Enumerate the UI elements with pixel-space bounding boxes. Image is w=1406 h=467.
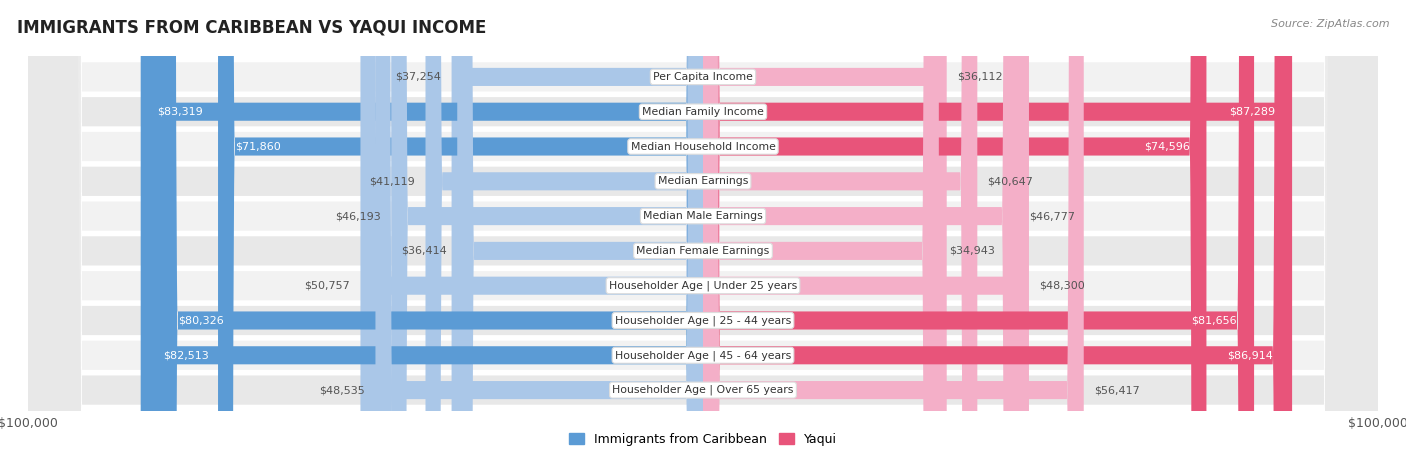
FancyBboxPatch shape <box>28 0 1378 467</box>
Text: $36,414: $36,414 <box>401 246 447 256</box>
Text: $83,319: $83,319 <box>157 107 204 117</box>
Text: $48,535: $48,535 <box>319 385 366 395</box>
FancyBboxPatch shape <box>360 0 703 467</box>
FancyBboxPatch shape <box>703 0 1084 467</box>
FancyBboxPatch shape <box>375 0 703 467</box>
Text: $50,757: $50,757 <box>305 281 350 290</box>
FancyBboxPatch shape <box>28 0 1378 467</box>
FancyBboxPatch shape <box>457 0 703 467</box>
FancyBboxPatch shape <box>28 0 1378 467</box>
Text: $56,417: $56,417 <box>1094 385 1140 395</box>
Text: $81,656: $81,656 <box>1191 316 1237 325</box>
FancyBboxPatch shape <box>28 0 1378 467</box>
Text: $71,860: $71,860 <box>235 142 281 151</box>
Text: $80,326: $80,326 <box>177 316 224 325</box>
Text: $86,914: $86,914 <box>1227 350 1272 360</box>
Text: Median Household Income: Median Household Income <box>630 142 776 151</box>
Text: Householder Age | Under 25 years: Householder Age | Under 25 years <box>609 281 797 291</box>
FancyBboxPatch shape <box>426 0 703 467</box>
Text: $46,193: $46,193 <box>336 211 381 221</box>
Text: $40,647: $40,647 <box>987 177 1033 186</box>
FancyBboxPatch shape <box>451 0 703 467</box>
FancyBboxPatch shape <box>28 0 1378 467</box>
FancyBboxPatch shape <box>703 0 939 467</box>
FancyBboxPatch shape <box>391 0 703 467</box>
FancyBboxPatch shape <box>703 0 1254 467</box>
Text: $37,254: $37,254 <box>395 72 441 82</box>
Text: Median Earnings: Median Earnings <box>658 177 748 186</box>
Text: Median Female Earnings: Median Female Earnings <box>637 246 769 256</box>
FancyBboxPatch shape <box>28 0 1378 467</box>
FancyBboxPatch shape <box>703 0 1019 467</box>
Text: Per Capita Income: Per Capita Income <box>652 72 754 82</box>
FancyBboxPatch shape <box>703 0 1289 467</box>
FancyBboxPatch shape <box>146 0 703 467</box>
FancyBboxPatch shape <box>141 0 703 467</box>
Text: Householder Age | 25 - 44 years: Householder Age | 25 - 44 years <box>614 315 792 326</box>
Text: IMMIGRANTS FROM CARIBBEAN VS YAQUI INCOME: IMMIGRANTS FROM CARIBBEAN VS YAQUI INCOM… <box>17 19 486 37</box>
FancyBboxPatch shape <box>703 0 946 467</box>
Text: $48,300: $48,300 <box>1039 281 1085 290</box>
Text: $74,596: $74,596 <box>1143 142 1189 151</box>
FancyBboxPatch shape <box>28 0 1378 467</box>
FancyBboxPatch shape <box>703 0 1206 467</box>
Text: $34,943: $34,943 <box>949 246 995 256</box>
FancyBboxPatch shape <box>28 0 1378 467</box>
Text: Householder Age | 45 - 64 years: Householder Age | 45 - 64 years <box>614 350 792 361</box>
Text: Source: ZipAtlas.com: Source: ZipAtlas.com <box>1271 19 1389 28</box>
FancyBboxPatch shape <box>28 0 1378 467</box>
Text: Householder Age | Over 65 years: Householder Age | Over 65 years <box>612 385 794 396</box>
Text: $82,513: $82,513 <box>163 350 208 360</box>
Legend: Immigrants from Caribbean, Yaqui: Immigrants from Caribbean, Yaqui <box>564 428 842 451</box>
FancyBboxPatch shape <box>28 0 1378 467</box>
Text: $36,112: $36,112 <box>957 72 1002 82</box>
Text: Median Male Earnings: Median Male Earnings <box>643 211 763 221</box>
Text: Median Family Income: Median Family Income <box>643 107 763 117</box>
Text: $87,289: $87,289 <box>1229 107 1275 117</box>
FancyBboxPatch shape <box>703 0 1029 467</box>
FancyBboxPatch shape <box>218 0 703 467</box>
Text: $46,777: $46,777 <box>1029 211 1074 221</box>
FancyBboxPatch shape <box>703 0 977 467</box>
Text: $41,119: $41,119 <box>370 177 415 186</box>
FancyBboxPatch shape <box>703 0 1292 467</box>
FancyBboxPatch shape <box>160 0 703 467</box>
